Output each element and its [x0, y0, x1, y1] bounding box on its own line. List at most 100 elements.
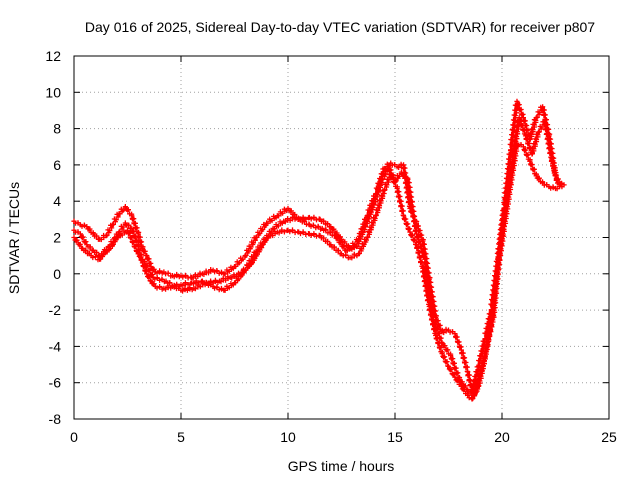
data-point: [122, 204, 128, 210]
data-point-fill: [363, 204, 376, 229]
data-point-fill: [192, 280, 208, 292]
data-point-fill: [441, 326, 449, 336]
data-point-fill: [154, 268, 165, 276]
data-point-fill: [365, 215, 378, 240]
data-point-fill: [472, 373, 483, 398]
data-point-fill: [81, 247, 93, 257]
data-point-fill: [171, 271, 182, 280]
data-point-fill: [484, 314, 497, 347]
data-point-fill: [414, 244, 426, 270]
data-point-fill: [201, 267, 214, 277]
data-point: [332, 233, 338, 239]
y-tick-label: 2: [53, 230, 61, 246]
data-point-fill: [260, 227, 276, 248]
data-point-fill: [164, 280, 182, 292]
series-track-c: [71, 115, 567, 399]
data-point-fill: [517, 117, 529, 137]
data-point-fill: [414, 234, 428, 260]
data-point-fill: [541, 182, 550, 188]
axis-ticks: [73, 55, 610, 420]
data-point: [142, 260, 148, 266]
data-point-fill: [405, 179, 420, 234]
series-track-a: [71, 140, 565, 402]
data-point-fill: [254, 221, 269, 240]
data-point-fill: [163, 283, 174, 292]
data-point-fill: [129, 228, 142, 248]
x-tick-label: 25: [601, 429, 617, 445]
data-point-fill: [142, 262, 155, 278]
data-point-fill: [78, 233, 89, 245]
data-point-fill: [125, 230, 141, 254]
data-point-fill: [79, 222, 88, 229]
data-point-fill: [459, 350, 470, 374]
data-point: [385, 164, 392, 170]
y-tick-label: 6: [53, 157, 61, 173]
data-point-fill: [98, 232, 107, 243]
data-point-fill: [271, 219, 285, 232]
data-point-fill: [394, 188, 406, 218]
data-point: [139, 245, 146, 251]
x-tick-label: 15: [387, 429, 403, 445]
data-point-fill: [265, 213, 279, 226]
y-tick-label: 4: [53, 193, 61, 209]
data-point-fill: [446, 366, 457, 378]
data-point-fill: [448, 355, 463, 381]
y-tick-label: 8: [53, 121, 61, 137]
data-point-fill: [144, 255, 154, 267]
x-tick-label: 0: [70, 429, 78, 445]
data-point: [561, 182, 567, 188]
data-point-fill: [333, 235, 348, 253]
y-tick-label: -6: [49, 375, 62, 391]
data-point-fill: [354, 224, 368, 249]
x-axis-label: GPS time / hours: [288, 458, 395, 474]
data-point-fill: [373, 188, 387, 218]
data-point-fill: [73, 229, 81, 235]
data-point-fill: [149, 266, 157, 273]
data-point-fill: [556, 180, 565, 188]
x-tick-label: 5: [177, 429, 185, 445]
y-tick-label: -2: [49, 302, 62, 318]
chart-title: Day 016 of 2025, Sidereal Day-to-day VTE…: [85, 19, 595, 35]
data-point-fill: [212, 284, 225, 293]
data-point-fill: [490, 247, 504, 318]
y-tick-labels: -8 -6 -4 -2 0 2 4 6 8 10 12: [45, 48, 61, 427]
data-point-fill: [149, 280, 157, 287]
data-point-fill: [282, 214, 298, 225]
y-axis-label: SDTVAR / TECUs: [6, 182, 22, 294]
data-point-fill: [389, 162, 398, 168]
data-point-fill: [469, 364, 482, 394]
y-tick-label: 0: [53, 266, 61, 282]
data-point: [439, 351, 445, 357]
data-point-fill: [466, 395, 475, 401]
data-point-fill: [516, 142, 524, 148]
y-tick-label: -8: [49, 411, 62, 427]
data-point-fill: [422, 259, 437, 324]
data-point-fill: [212, 268, 225, 276]
data-point: [124, 227, 131, 233]
data-point-fill: [205, 277, 221, 287]
data-point-fill: [515, 101, 526, 118]
data-point-fill: [356, 236, 369, 257]
y-tick-label: 10: [45, 84, 61, 100]
data-point-fill: [503, 160, 516, 200]
data-points: [71, 98, 567, 402]
data-point-fill: [154, 283, 165, 292]
data-point-fill: [527, 117, 539, 142]
data-point-fill: [129, 215, 142, 235]
y-tick-label: -4: [49, 338, 62, 354]
data-point-fill: [308, 222, 324, 232]
data-point-fill: [401, 215, 413, 232]
data-point-fill: [222, 281, 236, 293]
data-point-fill: [73, 220, 81, 226]
data-point-fill: [453, 333, 464, 350]
data-point-fill: [249, 242, 265, 266]
data-point-fill: [349, 251, 360, 261]
data-point-fill: [527, 161, 539, 177]
x-tick-label: 20: [494, 429, 510, 445]
data-point-fill: [507, 100, 521, 153]
data-point-fill: [529, 131, 541, 157]
data-point: [407, 229, 413, 235]
data-point: [452, 331, 458, 337]
data-point-fill: [180, 285, 195, 294]
